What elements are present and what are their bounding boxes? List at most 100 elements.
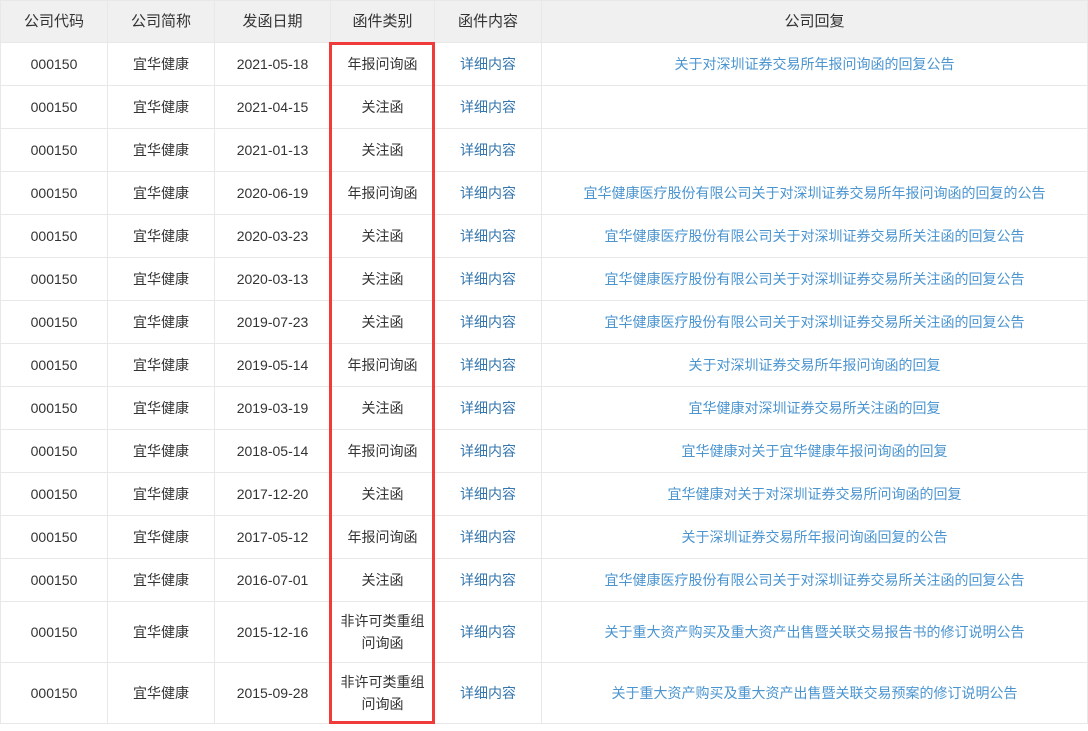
reply-link[interactable]: 关于重大资产购买及重大资产出售暨关联交易预案的修订说明公告 <box>611 685 1018 701</box>
company-code-cell: 000150 <box>0 662 108 724</box>
letter-content-cell: 详细内容 <box>434 472 542 516</box>
letter-type-cell: 关注函 <box>330 128 435 172</box>
reply-link[interactable]: 宜华健康对深圳证券交易所关注函的回复 <box>688 400 941 416</box>
detail-content-link[interactable]: 详细内容 <box>460 357 516 373</box>
letter-content-cell: 详细内容 <box>434 42 542 86</box>
reply-link[interactable]: 宜华健康医疗股份有限公司关于对深圳证券交易所关注函的回复公告 <box>604 228 1025 244</box>
detail-content-link[interactable]: 详细内容 <box>460 142 516 158</box>
send-date-cell: 2018-05-14 <box>214 429 331 473</box>
company-code-cell: 000150 <box>0 472 108 516</box>
company-code-cell: 000150 <box>0 343 108 387</box>
reply-link[interactable]: 关于对深圳证券交易所年报问询函的回复 <box>688 357 941 373</box>
detail-content-link[interactable]: 详细内容 <box>460 443 516 459</box>
header-company-code: 公司代码 <box>0 0 108 43</box>
detail-content-link[interactable]: 详细内容 <box>460 314 516 330</box>
company-name-cell: 宜华健康 <box>107 429 215 473</box>
detail-content-link[interactable]: 详细内容 <box>460 185 516 201</box>
table-row: 000150 宜华健康 2015-09-28 非许可类重组问询函 详细内容 关于… <box>0 662 1088 724</box>
send-date-cell: 2020-03-13 <box>214 257 331 301</box>
detail-content-link[interactable]: 详细内容 <box>460 56 516 72</box>
detail-content-link[interactable]: 详细内容 <box>460 99 516 115</box>
table-row: 000150 宜华健康 2021-05-18 年报问询函 详细内容 关于对深圳证… <box>0 42 1088 86</box>
send-date-cell: 2016-07-01 <box>214 558 331 602</box>
company-name-cell: 宜华健康 <box>107 558 215 602</box>
detail-content-link[interactable]: 详细内容 <box>460 228 516 244</box>
reply-link[interactable]: 宜华健康医疗股份有限公司关于对深圳证券交易所关注函的回复公告 <box>604 271 1025 287</box>
reply-link[interactable]: 宜华健康医疗股份有限公司关于对深圳证券交易所年报问询函的回复的公告 <box>583 185 1046 201</box>
header-letter-content: 函件内容 <box>434 0 542 43</box>
letter-type-cell: 关注函 <box>330 386 435 430</box>
table-row: 000150 宜华健康 2021-04-15 关注函 详细内容 <box>0 85 1088 129</box>
company-reply-cell: 关于重大资产购买及重大资产出售暨关联交易报告书的修订说明公告 <box>541 601 1088 663</box>
company-reply-cell <box>541 128 1088 172</box>
company-code-cell: 000150 <box>0 128 108 172</box>
reply-link[interactable]: 宜华健康医疗股份有限公司关于对深圳证券交易所关注函的回复公告 <box>604 572 1025 588</box>
company-name-cell: 宜华健康 <box>107 472 215 516</box>
company-code-cell: 000150 <box>0 300 108 344</box>
letter-type-cell: 非许可类重组问询函 <box>330 601 435 663</box>
reply-link[interactable]: 宜华健康对关于对深圳证券交易所问询函的回复 <box>667 486 962 502</box>
reply-link[interactable]: 关于重大资产购买及重大资产出售暨关联交易报告书的修订说明公告 <box>604 624 1025 640</box>
company-code-cell: 000150 <box>0 386 108 430</box>
letter-content-cell: 详细内容 <box>434 257 542 301</box>
company-reply-cell: 宜华健康医疗股份有限公司关于对深圳证券交易所关注函的回复公告 <box>541 300 1088 344</box>
letter-content-cell: 详细内容 <box>434 429 542 473</box>
letter-content-cell: 详细内容 <box>434 214 542 258</box>
company-reply-cell: 宜华健康医疗股份有限公司关于对深圳证券交易所年报问询函的回复的公告 <box>541 171 1088 215</box>
letter-content-cell: 详细内容 <box>434 515 542 559</box>
letter-type-cell: 年报问询函 <box>330 343 435 387</box>
detail-content-link[interactable]: 详细内容 <box>460 529 516 545</box>
company-reply-cell: 宜华健康医疗股份有限公司关于对深圳证券交易所关注函的回复公告 <box>541 558 1088 602</box>
send-date-cell: 2015-12-16 <box>214 601 331 663</box>
table-row: 000150 宜华健康 2020-03-23 关注函 详细内容 宜华健康医疗股份… <box>0 214 1088 258</box>
send-date-cell: 2015-09-28 <box>214 662 331 724</box>
detail-content-link[interactable]: 详细内容 <box>460 624 516 640</box>
table-row: 000150 宜华健康 2021-01-13 关注函 详细内容 <box>0 128 1088 172</box>
company-name-cell: 宜华健康 <box>107 515 215 559</box>
table-body: 000150 宜华健康 2021-05-18 年报问询函 详细内容 关于对深圳证… <box>0 42 1088 724</box>
table-row: 000150 宜华健康 2017-12-20 关注函 详细内容 宜华健康对关于对… <box>0 472 1088 516</box>
table-header: 公司代码 公司简称 发函日期 函件类别 函件内容 公司回复 <box>0 0 1088 43</box>
letter-content-cell: 详细内容 <box>434 343 542 387</box>
company-code-cell: 000150 <box>0 429 108 473</box>
detail-content-link[interactable]: 详细内容 <box>460 685 516 701</box>
company-reply-cell: 关于对深圳证券交易所年报问询函的回复 <box>541 343 1088 387</box>
table-row: 000150 宜华健康 2017-05-12 年报问询函 详细内容 关于深圳证券… <box>0 515 1088 559</box>
send-date-cell: 2019-05-14 <box>214 343 331 387</box>
company-name-cell: 宜华健康 <box>107 42 215 86</box>
letter-content-cell: 详细内容 <box>434 558 542 602</box>
company-code-cell: 000150 <box>0 257 108 301</box>
reply-link[interactable]: 关于对深圳证券交易所年报问询函的回复公告 <box>674 56 955 72</box>
table-row: 000150 宜华健康 2019-05-14 年报问询函 详细内容 关于对深圳证… <box>0 343 1088 387</box>
detail-content-link[interactable]: 详细内容 <box>460 486 516 502</box>
table-row: 000150 宜华健康 2018-05-14 年报问询函 详细内容 宜华健康对关… <box>0 429 1088 473</box>
send-date-cell: 2021-01-13 <box>214 128 331 172</box>
company-reply-cell: 关于深圳证券交易所年报问询函回复的公告 <box>541 515 1088 559</box>
reply-link[interactable]: 关于深圳证券交易所年报问询函回复的公告 <box>681 529 948 545</box>
letter-content-cell: 详细内容 <box>434 386 542 430</box>
company-code-cell: 000150 <box>0 42 108 86</box>
send-date-cell: 2019-03-19 <box>214 386 331 430</box>
detail-content-link[interactable]: 详细内容 <box>460 572 516 588</box>
reply-link[interactable]: 宜华健康对关于宜华健康年报问询函的回复 <box>681 443 948 459</box>
send-date-cell: 2020-06-19 <box>214 171 331 215</box>
letter-content-cell: 详细内容 <box>434 128 542 172</box>
table-row: 000150 宜华健康 2020-06-19 年报问询函 详细内容 宜华健康医疗… <box>0 171 1088 215</box>
detail-content-link[interactable]: 详细内容 <box>460 400 516 416</box>
company-code-cell: 000150 <box>0 515 108 559</box>
letter-type-cell: 关注函 <box>330 472 435 516</box>
company-code-cell: 000150 <box>0 214 108 258</box>
header-letter-type: 函件类别 <box>330 0 435 43</box>
company-code-cell: 000150 <box>0 85 108 129</box>
send-date-cell: 2017-12-20 <box>214 472 331 516</box>
letter-content-cell: 详细内容 <box>434 171 542 215</box>
detail-content-link[interactable]: 详细内容 <box>460 271 516 287</box>
company-reply-cell: 关于重大资产购买及重大资产出售暨关联交易预案的修订说明公告 <box>541 662 1088 724</box>
company-name-cell: 宜华健康 <box>107 300 215 344</box>
letter-type-cell: 年报问询函 <box>330 42 435 86</box>
company-name-cell: 宜华健康 <box>107 662 215 724</box>
table-row: 000150 宜华健康 2019-07-23 关注函 详细内容 宜华健康医疗股份… <box>0 300 1088 344</box>
reply-link[interactable]: 宜华健康医疗股份有限公司关于对深圳证券交易所关注函的回复公告 <box>604 314 1025 330</box>
